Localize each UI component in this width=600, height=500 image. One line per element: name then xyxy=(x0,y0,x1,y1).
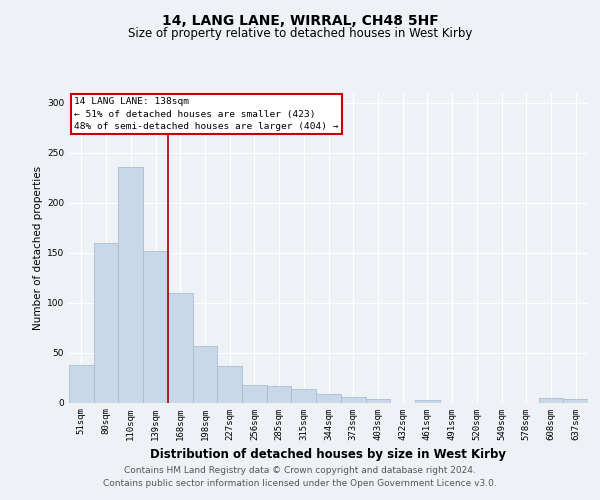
Bar xyxy=(563,398,588,402)
Bar xyxy=(168,292,193,403)
Y-axis label: Number of detached properties: Number of detached properties xyxy=(33,166,43,330)
Bar xyxy=(69,364,94,403)
Text: Contains public sector information licensed under the Open Government Licence v3: Contains public sector information licen… xyxy=(103,479,497,488)
Bar xyxy=(94,242,118,402)
Bar xyxy=(143,250,168,402)
X-axis label: Distribution of detached houses by size in West Kirby: Distribution of detached houses by size … xyxy=(151,448,506,461)
Bar xyxy=(316,394,341,402)
Text: 14, LANG LANE, WIRRAL, CH48 5HF: 14, LANG LANE, WIRRAL, CH48 5HF xyxy=(161,14,439,28)
Bar xyxy=(365,398,390,402)
Text: Size of property relative to detached houses in West Kirby: Size of property relative to detached ho… xyxy=(128,28,472,40)
Bar xyxy=(118,166,143,402)
Bar xyxy=(341,396,365,402)
Text: Contains HM Land Registry data © Crown copyright and database right 2024.: Contains HM Land Registry data © Crown c… xyxy=(124,466,476,475)
Text: 14 LANG LANE: 138sqm
← 51% of detached houses are smaller (423)
48% of semi-deta: 14 LANG LANE: 138sqm ← 51% of detached h… xyxy=(74,97,338,131)
Bar xyxy=(415,400,440,402)
Bar xyxy=(242,384,267,402)
Bar xyxy=(217,366,242,403)
Bar xyxy=(193,346,217,403)
Bar xyxy=(539,398,563,402)
Bar xyxy=(292,388,316,402)
Bar xyxy=(267,386,292,402)
